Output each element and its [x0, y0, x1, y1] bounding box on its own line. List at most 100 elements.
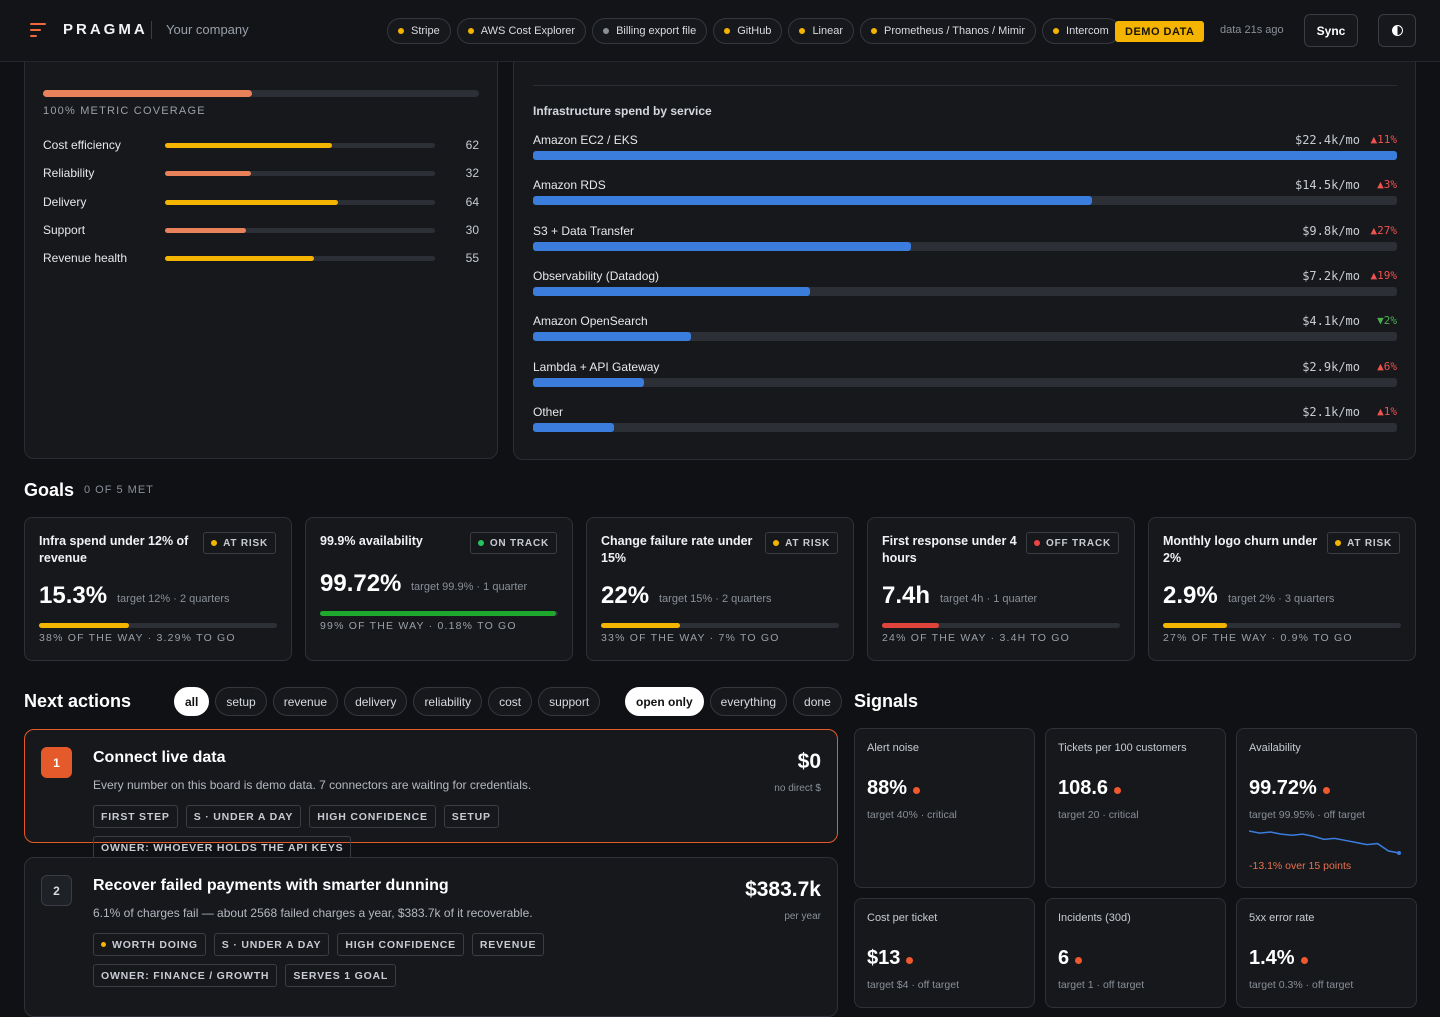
- signal-card[interactable]: Cost per ticket $13 target $4 · off target: [854, 898, 1035, 1008]
- status-dot: [724, 28, 731, 34]
- service-row[interactable]: Observability (Datadog) $7.2k/mo ▲19%: [533, 269, 1397, 305]
- tag-label: S · UNDER A DAY: [221, 938, 322, 951]
- action-tag: REVENUE: [471, 933, 545, 956]
- sync-button[interactable]: Sync: [1304, 14, 1358, 47]
- action-tag: SERVES 1 GOAL: [285, 964, 397, 987]
- tag-label: S · UNDER A DAY: [193, 810, 294, 823]
- action-amount: $383.7k: [745, 878, 821, 901]
- service-name: Amazon OpenSearch: [533, 314, 648, 329]
- menu-icon[interactable]: [30, 23, 46, 39]
- signals-heading: Signals: [854, 691, 919, 711]
- service-amount: $22.4k/mo: [1294, 133, 1360, 147]
- signal-value-text: 6: [1058, 947, 1070, 969]
- goal-card[interactable]: 99.9% availability ON TRACK 99.72% target 9…: [305, 517, 573, 661]
- signal-trend: -13.1% over 15 points: [1249, 860, 1352, 872]
- metric-bar-fill: [165, 199, 338, 205]
- signal-name: Incidents (30d): [1058, 912, 1131, 924]
- metric-name: Revenue health: [43, 251, 128, 266]
- goal-status-badge: ON TRACK: [469, 532, 557, 554]
- goal-progress-bar: [320, 611, 558, 616]
- goal-target: target 15% · 2 quarters: [659, 593, 772, 605]
- goal-progress-label: 99% OF THE WAY · 0.18% TO GO: [320, 620, 517, 632]
- service-bar-fill: [533, 286, 811, 296]
- metric-row: Delivery 64: [43, 193, 479, 213]
- filter-delivery[interactable]: delivery: [344, 687, 408, 716]
- filter-open-only[interactable]: open only: [625, 687, 704, 716]
- service-change: ▲27%: [1370, 223, 1398, 237]
- filter-setup[interactable]: setup: [215, 687, 267, 716]
- scorecard-panel: 100% METRIC COVERAGE Cost efficiency 62 Re…: [24, 20, 498, 459]
- metric-value: 62: [465, 138, 479, 152]
- signal-target: target $4 · off target: [867, 979, 960, 991]
- connector-chip[interactable]: Linear: [788, 18, 855, 44]
- goal-title: Change failure rate under 15%: [601, 534, 753, 565]
- filter-support[interactable]: support: [538, 687, 601, 716]
- goal-card[interactable]: First response under 4 hours OFF TRACK 7.4…: [867, 517, 1135, 661]
- goal-progress-bar: [882, 623, 1120, 628]
- filter-reliability[interactable]: reliability: [413, 687, 483, 716]
- connector-chip[interactable]: Stripe: [387, 18, 451, 44]
- goals-heading: Goals: [24, 480, 75, 500]
- filter-revenue[interactable]: revenue: [272, 687, 339, 716]
- signal-card[interactable]: 5xx error rate 1.4% target 0.3% · off targ…: [1236, 898, 1417, 1008]
- signal-value: 88%: [867, 777, 921, 800]
- goal-title: 99.9% availability: [320, 534, 423, 548]
- service-bar-fill: [533, 151, 1397, 160]
- service-row[interactable]: Amazon OpenSearch $4.1k/mo ▼2%: [533, 314, 1397, 350]
- company-name[interactable]: Your company: [166, 22, 249, 37]
- connector-chip[interactable]: Intercom: [1042, 18, 1120, 44]
- next-actions-heading: Next actions: [24, 691, 132, 711]
- signal-card[interactable]: Incidents (30d) 6 target 1 · off target: [1045, 898, 1226, 1008]
- signal-target: target 20 · critical: [1058, 809, 1139, 821]
- metric-bar-fill: [165, 256, 314, 262]
- signal-card[interactable]: Alert noise 88% target 40% · critical: [854, 728, 1035, 888]
- metric-name: Reliability: [43, 166, 95, 181]
- goal-title: Monthly logo churn under 2%: [1163, 534, 1318, 565]
- connector-chip[interactable]: Billing export file: [592, 18, 708, 44]
- goal-card[interactable]: Monthly logo churn under 2% AT RISK 2.9% ta…: [1148, 517, 1416, 661]
- connector-chip[interactable]: AWS Cost Explorer: [456, 18, 587, 44]
- goal-card[interactable]: Change failure rate under 15% AT RISK 22% t…: [586, 517, 854, 661]
- status-dot: [773, 540, 780, 546]
- goal-card[interactable]: Infra spend under 12% of revenue AT RISK 1…: [24, 517, 292, 661]
- service-row[interactable]: S3 + Data Transfer $9.8k/mo ▲27%: [533, 224, 1397, 260]
- goal-status-badge: AT RISK: [1327, 532, 1400, 554]
- signal-card[interactable]: Tickets per 100 customers 108.6 target 20 …: [1045, 728, 1226, 888]
- goal-value: 99.72%: [320, 570, 402, 597]
- signal-value-text: 88%: [867, 777, 908, 799]
- filter-done[interactable]: done: [793, 687, 842, 716]
- status-dot: [477, 540, 484, 546]
- theme-toggle-button[interactable]: [1378, 14, 1416, 47]
- connector-chip[interactable]: Prometheus / Thanos / Mimir: [860, 18, 1037, 44]
- service-row[interactable]: Lambda + API Gateway $2.9k/mo ▲6%: [533, 360, 1397, 396]
- status-dot: [799, 28, 806, 34]
- goal-progress-bar: [601, 623, 839, 628]
- signal-card[interactable]: Availability 99.72% target 99.95% · off ta…: [1236, 728, 1417, 888]
- service-amount: $9.8k/mo: [1302, 223, 1360, 238]
- connector-chip[interactable]: GitHub: [713, 18, 783, 44]
- service-row[interactable]: Amazon RDS $14.5k/mo ▲3%: [533, 178, 1397, 214]
- action-card[interactable]: 1 Connect live data Every number on this b…: [24, 729, 838, 859]
- service-name: Lambda + API Gateway: [533, 359, 660, 374]
- action-rank: 1: [41, 747, 72, 778]
- status-dot: [603, 28, 610, 34]
- connector-label: Billing export file: [616, 25, 697, 37]
- action-card[interactable]: 2 Recover failed payments with smarter du…: [24, 857, 838, 1017]
- coverage-label: 100% METRIC COVERAGE: [43, 105, 206, 117]
- connector-label: Stripe: [411, 25, 440, 37]
- metric-name: Cost efficiency: [43, 138, 121, 152]
- service-row[interactable]: Amazon EC2 / EKS $22.4k/mo ▲11%: [533, 133, 1397, 169]
- signal-target: target 40% · critical: [867, 809, 957, 821]
- status-dot: [871, 28, 878, 34]
- goal-status-label: ON TRACK: [489, 537, 549, 549]
- metric-row: Support 30: [43, 221, 479, 241]
- filter-cost[interactable]: cost: [488, 687, 533, 716]
- filter-everything[interactable]: everything: [709, 687, 788, 716]
- signal-name: Cost per ticket: [867, 912, 938, 924]
- category-filters: all setup revenue delivery reliability cost su…: [174, 687, 601, 716]
- action-tag: SETUP: [443, 805, 499, 828]
- filter-all[interactable]: all: [174, 687, 210, 716]
- service-row[interactable]: Other $2.1k/mo ▲1%: [533, 405, 1397, 441]
- action-title: Recover failed payments with smarter dun…: [93, 877, 449, 894]
- metric-row: Revenue health 55: [43, 249, 479, 269]
